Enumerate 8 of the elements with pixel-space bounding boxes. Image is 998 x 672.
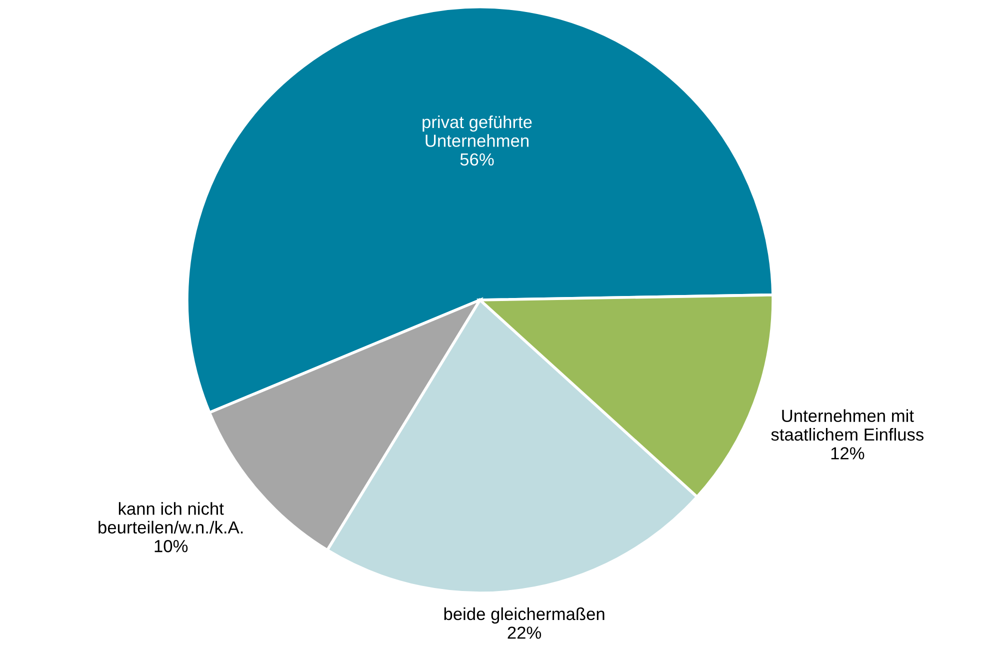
data-label: 12% — [831, 447, 864, 460]
data-label: 22% — [508, 626, 542, 639]
slice-label: privat geführte Unternehmen — [422, 115, 532, 147]
slice-label: beide gleichermaßen — [444, 607, 604, 624]
slice-label: Unternehmen mit staatlichem Einfluss — [771, 409, 924, 441]
data-label: 10% — [154, 540, 188, 552]
slice-label: kann ich nicht beurteilen/w.n./k.A. — [98, 502, 243, 534]
data-label: 56% — [460, 153, 494, 166]
